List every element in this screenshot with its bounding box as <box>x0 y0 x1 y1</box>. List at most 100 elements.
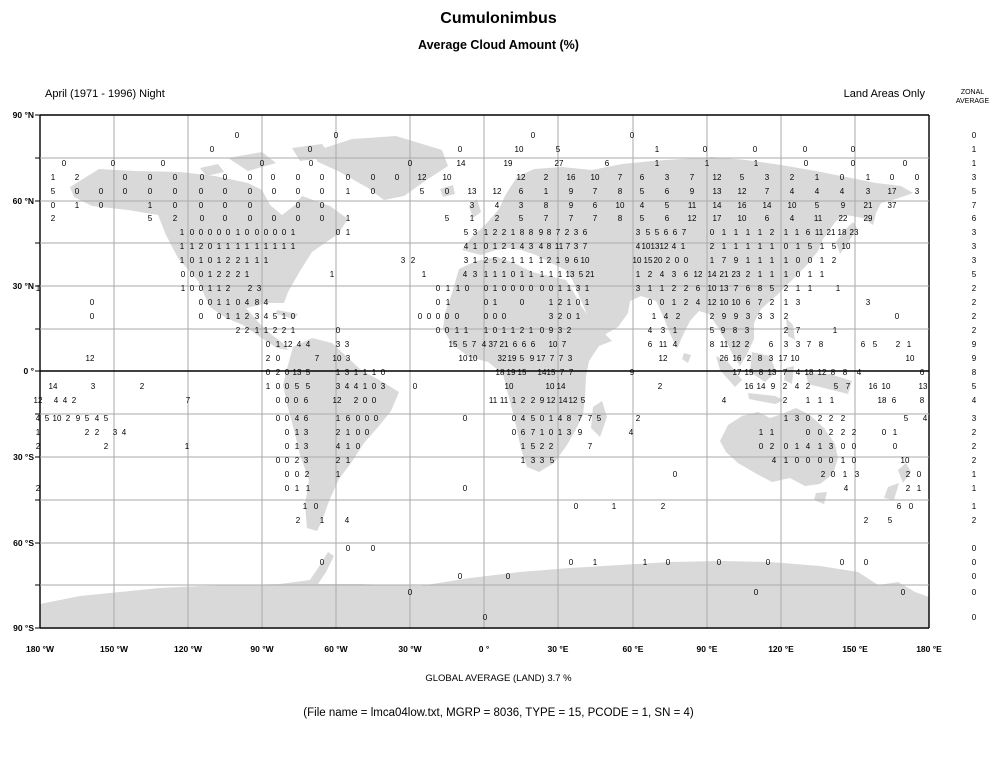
grid-value: 1 <box>207 284 213 293</box>
grid-value: 2 <box>557 298 563 307</box>
grid-value: 0 <box>222 187 228 196</box>
grid-value: 26 <box>719 354 729 363</box>
grid-value: 0 <box>198 284 204 293</box>
grid-value: 7 <box>558 354 564 363</box>
grid-value: 3 <box>303 428 309 437</box>
grid-value: 3 <box>794 414 800 423</box>
grid-value: 0 <box>892 442 898 451</box>
grid-value: 4 <box>263 312 269 321</box>
grid-value: 2 <box>566 326 572 335</box>
grid-value: 0 <box>216 312 222 321</box>
grid-value: 4 <box>353 382 359 391</box>
grid-value: 6 <box>518 187 524 196</box>
grid-value: 3 <box>566 428 572 437</box>
grid-value: 4 <box>520 414 526 423</box>
grid-value: 1 <box>539 270 545 279</box>
grid-value: 7 <box>568 368 574 377</box>
grid-value: 0 <box>839 558 845 567</box>
grid-value: 3 <box>472 228 478 237</box>
grid-value: 1 <box>819 256 825 265</box>
grid-value: 9 <box>733 256 739 265</box>
latitude-label: 30 °N <box>12 281 34 291</box>
grid-value: 0 <box>435 284 441 293</box>
grid-value: 9 <box>577 428 583 437</box>
grid-value: 1 <box>483 270 489 279</box>
grid-value: 0 <box>198 298 204 307</box>
grid-value: 10 <box>332 354 342 363</box>
grid-value: 14 <box>558 396 568 405</box>
grid-value: 1 <box>510 326 516 335</box>
grid-value: 1 <box>753 159 759 168</box>
grid-value: 5 <box>887 516 893 525</box>
grid-value: 2 <box>304 470 310 479</box>
grid-value: 4 <box>639 201 645 210</box>
grid-value: 0 <box>172 173 178 182</box>
grid-value: 0 <box>247 173 253 182</box>
grid-value: 0 <box>122 187 128 196</box>
grid-value: 1 <box>654 159 660 168</box>
grid-value: 0 <box>270 173 276 182</box>
grid-value: 2 <box>501 256 507 265</box>
grid-value: 6 <box>768 340 774 349</box>
grid-value: 0 <box>916 470 922 479</box>
grid-value: 10 <box>641 242 651 251</box>
grid-value: 1 <box>519 270 525 279</box>
grid-value: 6 <box>345 414 351 423</box>
grid-value: 1 <box>745 242 751 251</box>
grid-value: 32 <box>497 354 507 363</box>
grid-value: 0 <box>407 159 413 168</box>
grid-value: 3 <box>335 340 341 349</box>
grid-value: 7 <box>587 414 593 423</box>
grid-value: 1 <box>244 270 250 279</box>
grid-value: 0 <box>271 187 277 196</box>
grid-value: 0 <box>659 298 665 307</box>
grid-value: 8 <box>919 396 925 405</box>
grid-value: 3 <box>664 173 670 182</box>
grid-value: 8 <box>254 298 260 307</box>
grid-value: 2 <box>744 340 750 349</box>
grid-value: 1 <box>455 284 461 293</box>
period-label: April (1971 - 1996) Night <box>45 88 165 100</box>
grid-value: 5 <box>462 340 468 349</box>
grid-value: 12 <box>85 354 95 363</box>
grid-value: 15 <box>643 256 653 265</box>
grid-value: 2 <box>789 173 795 182</box>
grid-value: 9 <box>539 396 545 405</box>
grid-value: 14 <box>712 201 722 210</box>
grid-value: 1 <box>817 442 823 451</box>
grid-value: 0 <box>222 173 228 182</box>
grid-value: 12 <box>693 270 703 279</box>
grid-value: 7 <box>795 326 801 335</box>
grid-value: 2 <box>247 284 253 293</box>
grid-value: 3 <box>335 382 341 391</box>
grid-value: 1 <box>654 145 660 154</box>
islands-caribbean <box>276 310 298 319</box>
grid-value: 7 <box>530 428 536 437</box>
grid-value: 0 <box>501 312 507 321</box>
grid-value: 4 <box>121 428 127 437</box>
grid-value: 9 <box>548 326 554 335</box>
grid-value: 5 <box>709 326 715 335</box>
grid-value: 8 <box>566 414 572 423</box>
coverage-label: Land Areas Only <box>843 88 925 100</box>
grid-value: 5 <box>639 214 645 223</box>
continent-africa <box>443 257 612 472</box>
grid-value: 1 <box>225 312 231 321</box>
grid-value: 2 <box>683 284 689 293</box>
grid-value: 1 <box>651 312 657 321</box>
zonal-average-value: 0 <box>971 544 977 553</box>
grid-value: 10 <box>790 354 800 363</box>
longitude-label: 150 °E <box>842 644 868 654</box>
grid-value: 1 <box>835 284 841 293</box>
grid-value: 8 <box>757 354 763 363</box>
grid-value: 0 <box>89 312 95 321</box>
grid-value: 0 <box>335 228 341 237</box>
grid-value: 1 <box>353 368 359 377</box>
grid-value: 20 <box>653 256 663 265</box>
continent-north-america <box>70 169 348 350</box>
grid-value: 0 <box>284 456 290 465</box>
grid-value: 0 <box>851 442 857 451</box>
grid-value: 0 <box>254 228 260 237</box>
grid-value: 10 <box>458 354 468 363</box>
